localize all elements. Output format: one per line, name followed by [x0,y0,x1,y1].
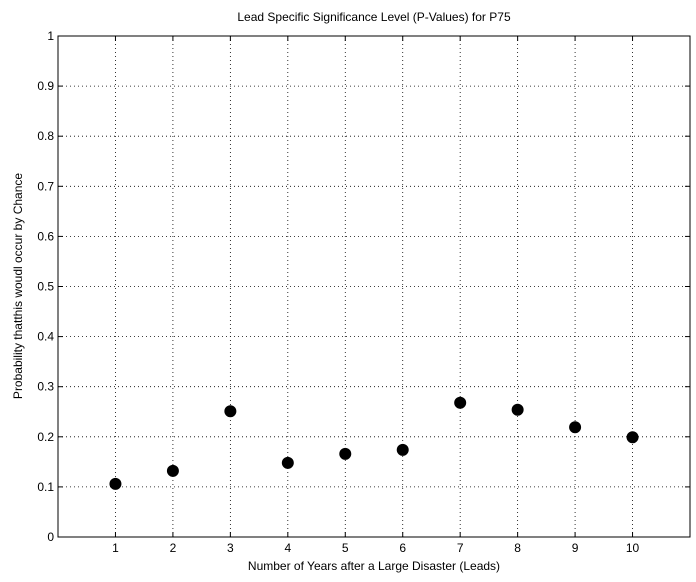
x-tick-label: 9 [572,541,579,555]
chart-title: Lead Specific Significance Level (P-Valu… [237,10,511,24]
x-tick-label: 4 [284,541,291,555]
y-tick-label: 0.8 [37,129,54,143]
data-point [224,405,237,418]
x-tick-label: 10 [626,541,640,555]
y-tick-label: 0.9 [37,79,54,93]
y-tick-label: 0.2 [37,430,54,444]
x-tick-label: 6 [399,541,406,555]
data-point [626,431,639,444]
axis-ticks [58,35,690,538]
data-point [454,396,467,409]
data-points [109,396,639,490]
y-tick-label: 0.4 [37,330,54,344]
y-tick-label: 0.5 [37,280,54,294]
data-point [166,464,179,477]
data-point [339,447,352,460]
grid-lines [58,36,690,537]
y-tick-label: 0.6 [37,229,54,243]
data-point [396,443,409,456]
x-tick-label: 1 [112,541,119,555]
data-point [511,403,524,416]
y-tick-label: 1 [47,29,54,43]
data-point [569,421,582,434]
x-tick-label: 3 [227,541,234,555]
y-axis-label: Probability thatthis woudl occur by Chan… [11,173,25,399]
x-tick-label: 5 [342,541,349,555]
y-tick-label: 0.1 [37,480,54,494]
x-tick-label: 2 [170,541,177,555]
x-tick-labels: 1 2 3 4 5 6 7 8 9 10 [112,541,639,555]
x-axis-label: Number of Years after a Large Disaster (… [248,559,500,573]
data-point [109,477,122,490]
y-tick-label: 0 [47,530,54,544]
y-tick-labels: 0 0.1 0.2 0.3 0.4 0.5 0.6 0.7 0.8 0.9 1 [37,29,54,544]
y-tick-label: 0.3 [37,380,54,394]
x-tick-label: 7 [457,541,464,555]
y-tick-label: 0.7 [37,179,54,193]
data-point [281,456,294,469]
x-tick-label: 8 [514,541,521,555]
